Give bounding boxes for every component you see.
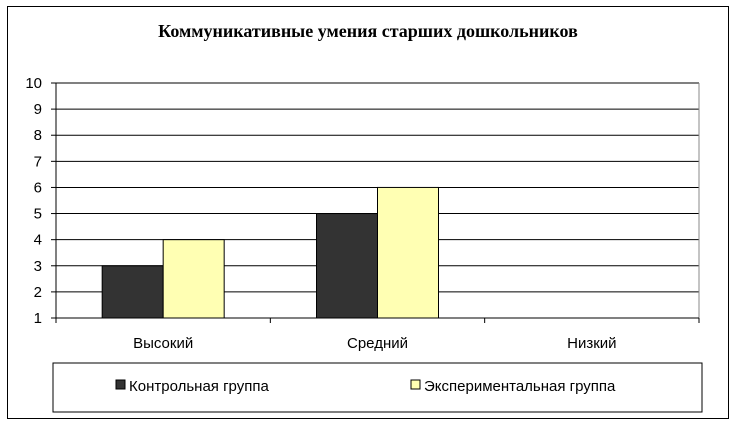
legend-label-0: Контрольная группа [129,378,269,395]
y-tick-label-9: 10 [25,75,42,92]
y-tick-label-6: 7 [34,153,42,170]
category-label-1: Средний [347,335,408,352]
y-tick-label-2: 3 [34,258,42,275]
y-tick-label-1: 2 [34,284,42,301]
bars [101,186,439,319]
category-labels: Высокий Средний Низкий [133,335,616,352]
chart-title: Коммуникативные умения старших дошкольни… [158,21,578,41]
bar-series0-cat0 [101,265,164,319]
bar-series1-cat1 [377,186,439,319]
category-label-2: Низкий [567,335,616,352]
y-tick-label-0: 1 [34,310,42,327]
y-tick-labels: 1 2 3 4 5 6 7 8 9 10 [25,75,56,327]
y-tick-label-3: 4 [34,232,42,249]
legend: Контрольная группа Экспериментальная груп… [52,362,703,413]
axes [55,83,700,323]
legend-swatch-0 [115,379,126,390]
y-tick-label-8: 9 [34,101,42,118]
chart-frame [7,6,729,419]
bar-series0-cat1 [316,213,378,319]
legend-box [52,362,703,413]
y-tick-label-5: 6 [34,179,42,196]
category-label-0: Высокий [133,335,193,352]
legend-swatch-1 [410,379,421,390]
y-tick-label-7: 8 [34,127,42,144]
y-tick-label-4: 5 [34,206,42,223]
bar-series1-cat0 [162,239,225,319]
legend-label-1: Экспериментальная группа [424,378,616,395]
